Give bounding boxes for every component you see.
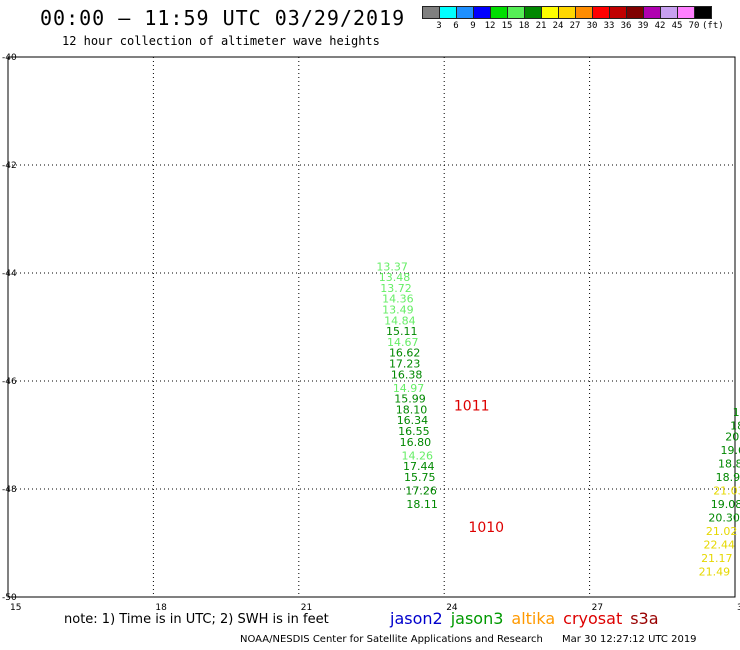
map-frame: [7, 56, 736, 598]
legend-label: 6: [453, 21, 459, 31]
wave-height-reading: 18.84: [718, 457, 740, 470]
legend-label: 21: [535, 21, 547, 31]
lat-tick-label: -40: [2, 53, 17, 63]
legend-label: 42: [654, 21, 666, 31]
wave-height-reading: 13.72: [380, 282, 412, 295]
wave-height-reading: 13.48: [379, 271, 411, 284]
legend-labels: 3 6 9 12 15 18 21 24 27 30 33 36 39 42 45 70 (ft): [422, 21, 723, 33]
satellite-legend: jason2 jason3 altika cryosat s3a: [390, 609, 667, 628]
lon-tick-label: 15: [10, 603, 21, 613]
legend-label: 18: [518, 21, 530, 31]
lat-tick-label: -42: [2, 161, 17, 171]
legend-label: 9: [470, 21, 476, 31]
legend-label: 27: [569, 21, 581, 31]
footer-timestamp: Mar 30 12:27:12 UTC 2019: [562, 634, 697, 645]
legend-label: 3: [436, 21, 442, 31]
wave-height-reading: 16.80: [400, 436, 432, 449]
wave-height-reading: 14.67: [387, 336, 419, 349]
footer-credit: NOAA/NESDIS Center for Satellite Applica…: [240, 634, 543, 645]
wave-height-reading: 22.44: [703, 538, 735, 551]
wave-height-reading: 16.62: [389, 347, 421, 360]
wave-height-reading: 17.44: [403, 460, 435, 473]
lon-tick-label: 18: [155, 603, 167, 613]
wave-height-reading: 13.37: [376, 260, 408, 273]
satellite-cryosat: cryosat: [563, 609, 623, 628]
wave-height-reading: 18: [730, 420, 740, 433]
wave-height-reading: 20.: [725, 430, 740, 443]
legend-swatches: [422, 6, 712, 19]
wave-height-reading: 21.03: [713, 484, 740, 497]
legend-label: 24: [552, 21, 564, 31]
lat-tick-label: -46: [2, 377, 17, 387]
satellite-jason2: jason2: [390, 609, 443, 628]
legend-label: 36: [620, 21, 632, 31]
wave-height-reading: 15.75: [404, 471, 436, 484]
map-title: 00:00 – 11:59 UTC 03/29/2019: [40, 6, 406, 30]
wave-height-reading: 15.11: [386, 325, 418, 338]
lon-tick-label: 24: [446, 603, 458, 613]
satellite-altika: altika: [511, 609, 556, 628]
legend-label: 70: [688, 21, 700, 31]
wave-height-reading: 18.11: [406, 498, 438, 511]
wave-height-reading: 16.55: [398, 425, 430, 438]
wave-height-reading: 15.99: [394, 393, 426, 406]
map-subtitle: 12 hour collection of altimeter wave hei…: [62, 34, 380, 48]
legend-label: 15: [501, 21, 513, 31]
wave-height-reading: 14.84: [384, 314, 416, 327]
wave-height-reading: 20.30: [708, 511, 740, 524]
wave-height-reading: 16.38: [391, 368, 423, 381]
lon-tick-label: 27: [592, 603, 603, 613]
wave-height-reading: 17.23: [389, 358, 421, 371]
wave-height-reading: 1: [733, 406, 740, 419]
wave-height-reading: 21.49: [699, 565, 731, 578]
lat-tick-label: -48: [2, 485, 17, 495]
legend-label: 45: [671, 21, 683, 31]
units-note: note: 1) Time is in UTC; 2) SWH is in fe…: [64, 612, 329, 627]
wave-height-reading: 21.02: [706, 525, 738, 538]
legend-label: 39: [637, 21, 649, 31]
wave-height-reading: 14.26: [402, 449, 434, 462]
legend-label: 33: [603, 21, 615, 31]
wave-height-reading: 18.99: [716, 471, 740, 484]
legend-label: 30: [586, 21, 598, 31]
wave-height-reading: 18.10: [396, 403, 428, 416]
pressure-label: 1011: [454, 399, 490, 415]
lon-tick-label: 30: [737, 603, 740, 613]
color-legend: 3 6 9 12 15 18 21 24 27 30 33 36 39 42 45 70 (ft): [422, 6, 724, 33]
footer: NOAA/NESDIS Center for Satellite Applica…: [240, 634, 713, 645]
legend-unit: (ft): [702, 21, 724, 31]
wave-height-reading: 21.17: [701, 552, 733, 565]
wave-height-reading: 14.36: [382, 293, 414, 306]
wave-height-reading: 17.26: [405, 484, 437, 497]
wave-height-reading: 13.49: [382, 304, 414, 317]
wave-height-reading: 19.6: [720, 444, 740, 457]
lat-tick-label: -50: [2, 593, 17, 603]
satellite-jason3: jason3: [450, 609, 504, 628]
wave-height-reading: 14.97: [393, 382, 425, 395]
legend-swatch: [694, 6, 712, 19]
legend-label: 12: [484, 21, 496, 31]
lon-tick-label: 21: [301, 603, 312, 613]
wave-height-reading: 19.08: [711, 498, 740, 511]
lat-tick-label: -44: [2, 269, 17, 279]
wave-height-reading: 16.34: [397, 414, 429, 427]
satellite-s3a: s3a: [630, 609, 659, 628]
pressure-label: 1010: [468, 520, 504, 536]
